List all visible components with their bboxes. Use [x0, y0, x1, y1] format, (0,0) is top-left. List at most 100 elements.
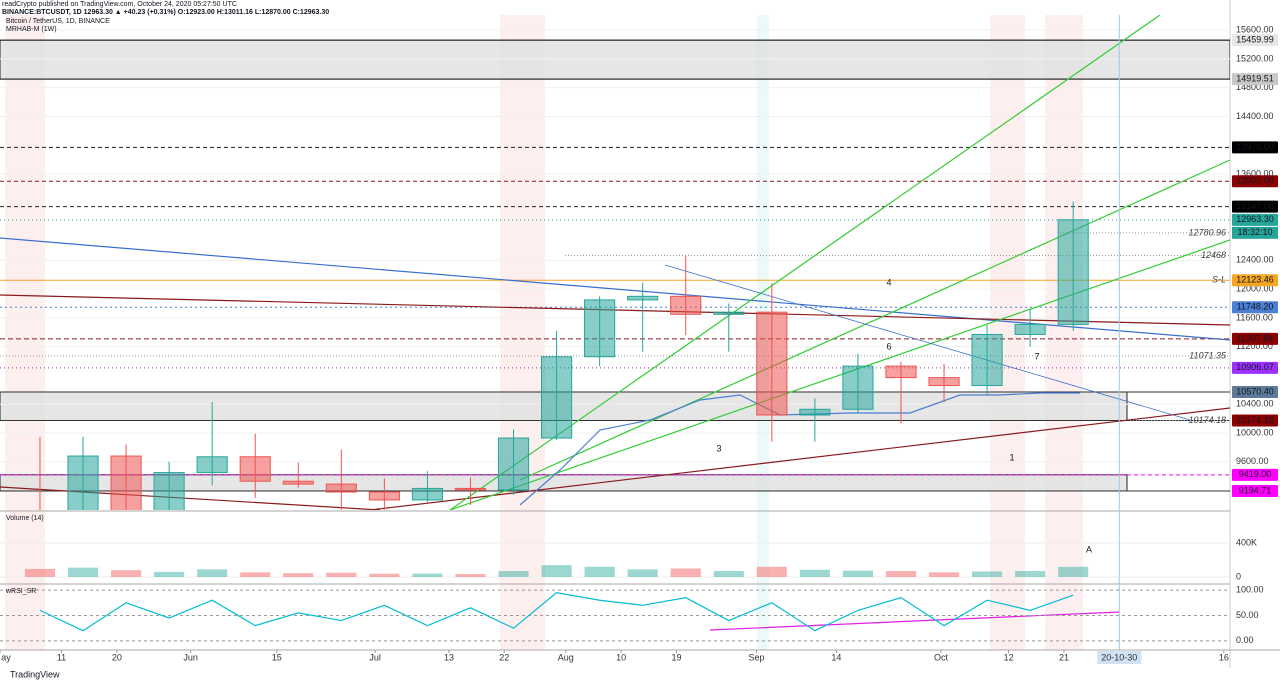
- annotation: 7: [1034, 351, 1039, 361]
- sl-label: S-L: [1212, 274, 1226, 284]
- volume-bar: [412, 573, 443, 577]
- volume-bar: [670, 568, 701, 577]
- candle-body: [454, 487, 487, 491]
- publisher: readCrypto published on TradingView.com,…: [2, 1, 237, 8]
- rsi-title: wRSI_SR: [5, 588, 36, 595]
- volume-bar: [240, 572, 271, 577]
- annotation: 4: [886, 277, 891, 287]
- level-tag: [1232, 200, 1278, 213]
- candles: [39, 201, 1089, 510]
- candle-body: [368, 491, 400, 501]
- level-label: 10174.18: [1236, 415, 1274, 425]
- candle-body: [842, 365, 874, 410]
- level-label: 11307.84: [1237, 333, 1274, 343]
- chart-label: 12468: [1201, 250, 1226, 260]
- y-tick-label: 9600.00: [1236, 456, 1269, 466]
- candle-body: [1014, 323, 1046, 335]
- y-tick-label: 11200.00: [1236, 341, 1273, 351]
- candle-body: [325, 483, 357, 493]
- indicator-name: MRHAB-M (1W): [6, 26, 57, 33]
- y-tick-label: 10000.00: [1236, 427, 1274, 437]
- volume-bar: [627, 569, 658, 577]
- x-tick-label: 12: [1004, 652, 1014, 662]
- candle-body: [756, 311, 788, 416]
- annotation: 3: [716, 443, 721, 453]
- level-label: 9194.71: [1239, 485, 1272, 495]
- level-tag: [1232, 414, 1278, 427]
- candle-body: [239, 456, 271, 482]
- candle-body: [928, 377, 960, 387]
- level-label: 13147.08: [1236, 201, 1274, 211]
- x-tick-label: 19: [671, 652, 681, 662]
- trend-line: [0, 486, 381, 510]
- x-tick-label: 10: [616, 652, 626, 662]
- volume-bar: [498, 571, 529, 577]
- y-tick-label: 12000.00: [1236, 283, 1274, 293]
- band: [500, 15, 545, 650]
- level-label: 12963.30: [1236, 214, 1274, 224]
- volume-bar: [713, 571, 744, 577]
- y-tick-label: 14800.00: [1236, 82, 1274, 92]
- ticker-line: BINANCE:BTCUSDT, 1D 12963.30 ▲ +40.23 (+…: [2, 9, 329, 16]
- volume-bar: [1058, 566, 1089, 577]
- level-tag: [1232, 175, 1278, 188]
- y-tick-label: 10400.00: [1236, 399, 1274, 409]
- annotation: 1: [1009, 452, 1014, 462]
- chart-label: 10174.18: [1188, 415, 1226, 425]
- level-label: 10570.40: [1236, 386, 1274, 396]
- level-label: 10906.07: [1236, 362, 1274, 372]
- x-tick-label: Oct: [934, 652, 949, 662]
- x-tick-label: 15: [272, 652, 282, 662]
- x-tick-label: Aug: [558, 652, 574, 662]
- cursor-date: 20-10-30: [1101, 652, 1137, 662]
- x-tick-label: Sep: [748, 652, 764, 662]
- volume-pane: [0, 542, 1230, 578]
- band: [1045, 15, 1083, 650]
- level-tag: [1232, 332, 1278, 345]
- level-tag: [1232, 274, 1278, 287]
- level-tag: [1232, 301, 1278, 314]
- volume-bar: [24, 568, 56, 577]
- trend-line: [0, 237, 1230, 341]
- level-label: 12123.46: [1236, 275, 1274, 285]
- x-tick-label: 14: [831, 652, 841, 662]
- chart-title: Bitcoin / TetherUS, 1D, BINANCE: [6, 18, 110, 25]
- candle-body: [67, 455, 99, 510]
- volume-title: Volume (14): [6, 515, 44, 522]
- candle-body: [799, 408, 831, 416]
- candle-body: [541, 356, 573, 439]
- x-tick-label: ay: [1, 652, 11, 662]
- level-label: 13970.00: [1236, 142, 1274, 152]
- cursor-tag: [1097, 651, 1142, 664]
- level-tag: [1232, 213, 1278, 226]
- volume-bar: [1015, 571, 1046, 577]
- x-tick-label: 16: [1219, 652, 1229, 662]
- volume-bar: [584, 566, 615, 577]
- volume-bar: [197, 569, 228, 577]
- volume-bar: [455, 574, 486, 577]
- rsi-tick-label: 50.00: [1236, 610, 1259, 620]
- chart-label: 12780.96: [1188, 227, 1226, 237]
- volume-bar: [885, 571, 917, 577]
- candle-body: [497, 437, 530, 491]
- level-tag: [1232, 141, 1278, 154]
- x-tick-label: 13: [444, 652, 454, 662]
- x-tick-label: 11: [57, 652, 66, 662]
- volume-bar: [541, 565, 572, 577]
- band: [5, 15, 45, 650]
- trend-line: [449, 239, 1230, 510]
- chart-label: 11071.35: [1189, 350, 1227, 360]
- rsi-line: [39, 591, 1074, 632]
- level-label: 13500.00: [1236, 176, 1274, 186]
- level-tag: [1232, 73, 1278, 86]
- volume-tick-label: 400K: [1236, 537, 1257, 547]
- levels: [0, 29, 1230, 492]
- level-tag: [1232, 361, 1278, 374]
- volume-bar: [326, 572, 357, 577]
- candle-body: [411, 487, 443, 501]
- footer: TradingView: [10, 669, 60, 679]
- candle-body: [627, 295, 659, 301]
- annotation: A: [1086, 544, 1092, 554]
- candle-body: [713, 311, 745, 315]
- volume-bar: [972, 571, 1003, 577]
